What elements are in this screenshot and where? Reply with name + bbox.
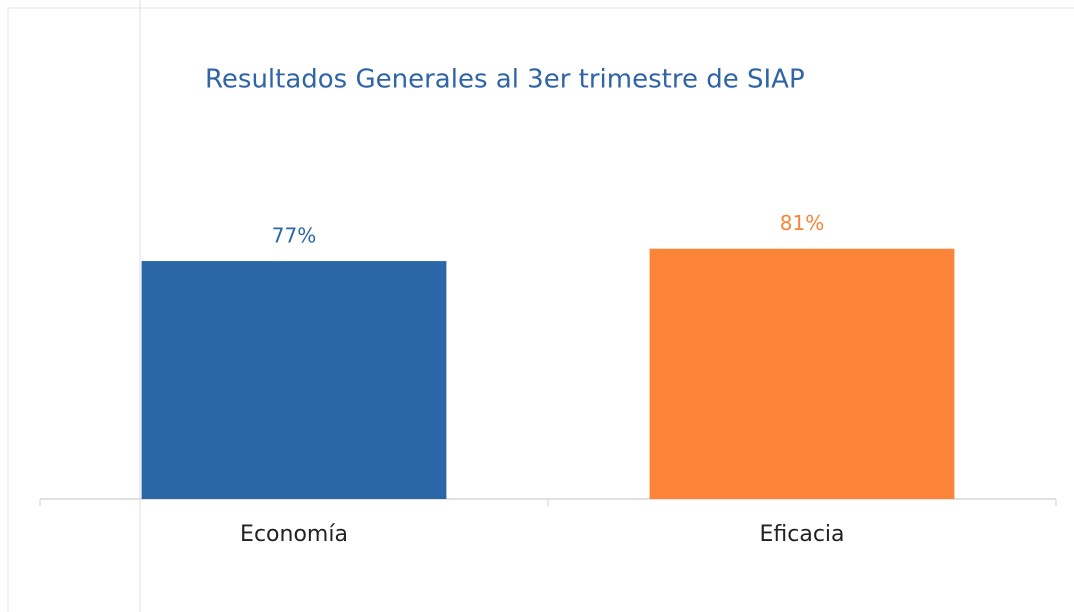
bar: [649, 248, 955, 499]
value-label: 81%: [780, 211, 824, 235]
chart-title: Resultados Generales al 3er trimestre de…: [205, 65, 805, 95]
bar: [141, 261, 447, 499]
x-tick-label: Economía: [240, 522, 348, 547]
x-tick-label: Eficacia: [759, 522, 844, 547]
value-label: 77%: [272, 224, 316, 248]
